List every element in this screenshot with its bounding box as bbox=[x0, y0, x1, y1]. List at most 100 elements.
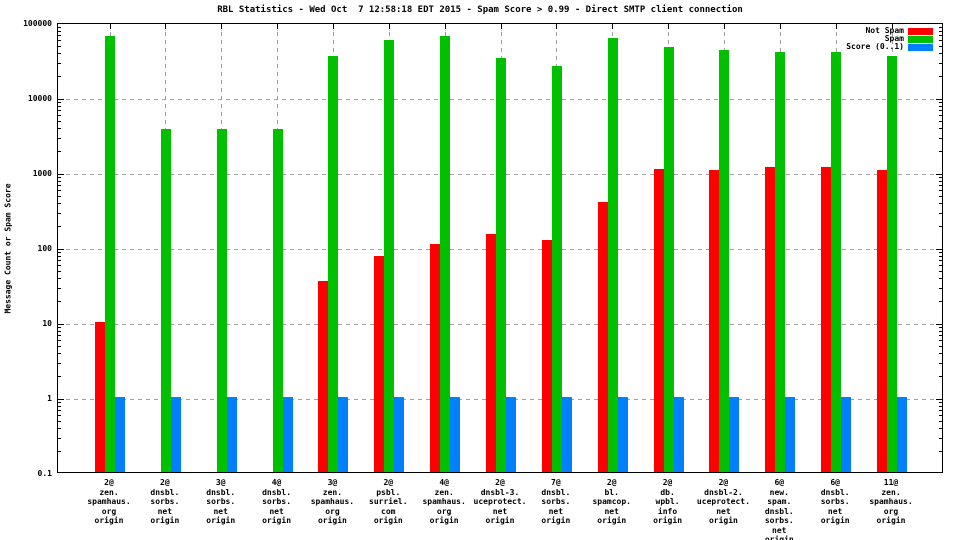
x-tick-label-line: origin bbox=[541, 516, 571, 525]
y-minor-tick bbox=[58, 326, 61, 328]
x-tick-label-line: dnsbl. bbox=[150, 487, 180, 497]
x-tick-label-line: net bbox=[269, 506, 284, 516]
y-minor-tick bbox=[58, 196, 61, 198]
legend-label: Score (0..1) bbox=[846, 42, 904, 51]
x-tick-label-line: org bbox=[436, 506, 452, 516]
x-tick-label-line: 2@ bbox=[718, 478, 729, 487]
y-minor-tick bbox=[58, 287, 61, 289]
bar-not-spam bbox=[653, 168, 664, 472]
y-minor-tick bbox=[58, 415, 61, 417]
x-tick bbox=[165, 24, 167, 29]
y-minor-tick bbox=[939, 251, 942, 253]
y-minor-tick bbox=[939, 255, 942, 257]
bar-score-0-1 bbox=[226, 397, 237, 472]
y-minor-tick bbox=[58, 428, 61, 430]
y-minor-tick bbox=[58, 421, 61, 423]
x-tick-label: 3@ dnsbl. sorbs. net origin bbox=[206, 478, 235, 526]
x-tick-label-line: 2@ bbox=[104, 478, 114, 487]
x-tick-label-line: 4@ bbox=[439, 478, 449, 487]
x-tick-label-line: zen. bbox=[322, 487, 343, 497]
y-minor-tick bbox=[939, 137, 942, 139]
x-tick-label: 6@ new. spam. dnsbl. sorbs. net origin bbox=[765, 478, 794, 540]
x-tick-label-line: 2@ bbox=[662, 478, 673, 487]
y-minor-tick bbox=[939, 203, 942, 205]
y-minor-tick bbox=[58, 450, 61, 452]
y-minor-tick bbox=[58, 35, 61, 37]
y-tick-label: 1000 bbox=[32, 168, 52, 178]
bar-score-0-1 bbox=[673, 397, 684, 472]
y-minor-tick bbox=[58, 115, 61, 117]
y-minor-tick bbox=[58, 101, 61, 103]
legend-row: Not Spam bbox=[846, 27, 933, 35]
x-tick-label-line: net bbox=[213, 506, 228, 516]
y-tick-label: 100000 bbox=[23, 18, 52, 28]
y-major-tick bbox=[936, 398, 942, 400]
x-tick-label-line: dnsbl. bbox=[262, 487, 292, 497]
y-tick-label: 10000 bbox=[27, 93, 52, 103]
bar-not-spam bbox=[597, 201, 608, 472]
bar-spam bbox=[496, 58, 506, 472]
y-minor-tick bbox=[939, 401, 942, 403]
x-tick-label-line: 2@ bbox=[495, 478, 505, 487]
y-minor-tick bbox=[58, 401, 61, 403]
y-minor-tick bbox=[939, 185, 942, 187]
x-tick-label-line: dnsbl-3. bbox=[480, 487, 520, 497]
y-minor-tick bbox=[939, 190, 942, 192]
bar-spam bbox=[272, 128, 283, 472]
x-tick-label: 3@ zen. spamhaus. org origin bbox=[311, 478, 354, 526]
x-tick-label-line: wpbl. bbox=[655, 497, 680, 506]
x-tick-label: 4@ dnsbl. sorbs. net origin bbox=[262, 478, 291, 526]
y-minor-tick bbox=[58, 212, 61, 214]
y-major-tick bbox=[936, 173, 942, 175]
y-minor-tick bbox=[939, 40, 942, 42]
legend-swatch bbox=[908, 43, 933, 51]
y-minor-tick bbox=[939, 30, 942, 32]
x-tick-label-line: origin bbox=[317, 516, 347, 525]
x-tick-label-line: origin bbox=[150, 516, 180, 525]
bar-not-spam bbox=[709, 170, 720, 472]
x-tick-label-line: 6@ bbox=[774, 478, 785, 487]
x-tick-label-line: dnsbl. bbox=[820, 487, 850, 497]
y-minor-tick bbox=[58, 62, 61, 64]
bar-score-0-1 bbox=[729, 397, 740, 472]
x-tick bbox=[835, 24, 837, 29]
x-tick-label: 11@ zen. spamhaus. org origin bbox=[869, 478, 912, 526]
x-tick-label-line: 7@ bbox=[551, 478, 561, 487]
bar-not-spam bbox=[430, 243, 441, 472]
y-minor-tick bbox=[58, 362, 61, 364]
bar-spam bbox=[328, 56, 339, 472]
bar-not-spam bbox=[374, 256, 385, 472]
y-minor-tick bbox=[58, 278, 61, 280]
x-tick bbox=[779, 24, 781, 29]
y-minor-tick bbox=[939, 265, 942, 267]
bar-score-0-1 bbox=[115, 397, 125, 472]
y-major-tick bbox=[58, 323, 64, 325]
x-tick-label-line: net bbox=[604, 506, 619, 516]
x-tick-label-line: new. bbox=[769, 487, 789, 497]
x-tick-label-line: spamhaus. bbox=[422, 497, 466, 506]
bar-spam bbox=[160, 128, 171, 472]
x-tick-label: 2@ zen. spamhaus. org origin bbox=[87, 478, 130, 526]
bar-not-spam bbox=[541, 239, 552, 472]
x-tick-label-line: dnsbl-2. bbox=[704, 487, 743, 497]
x-axis-tick-labels: 2@ zen. spamhaus. org origin 2@ dnsbl. sorbs. ne… bbox=[57, 478, 943, 540]
x-tick-label-line: net bbox=[772, 525, 787, 535]
y-major-tick bbox=[58, 398, 64, 400]
y-minor-tick bbox=[58, 150, 61, 152]
legend-swatch bbox=[908, 35, 933, 43]
x-tick-label: 2@ psbl. surriel. com origin bbox=[369, 478, 408, 526]
y-minor-tick bbox=[939, 46, 942, 48]
y-minor-tick bbox=[58, 40, 61, 42]
y-minor-tick bbox=[939, 128, 942, 130]
x-tick-label-line: origin bbox=[373, 516, 403, 525]
x-tick bbox=[277, 24, 279, 29]
legend-label: Not Spam bbox=[865, 26, 904, 35]
y-minor-tick bbox=[939, 340, 942, 342]
y-minor-tick bbox=[939, 326, 942, 328]
x-tick-label-line: 6@ bbox=[830, 478, 840, 487]
x-tick-label-line: zen. bbox=[881, 487, 901, 497]
y-minor-tick bbox=[939, 415, 942, 417]
x-tick-label-line: net bbox=[716, 506, 731, 516]
y-minor-tick bbox=[58, 330, 61, 332]
